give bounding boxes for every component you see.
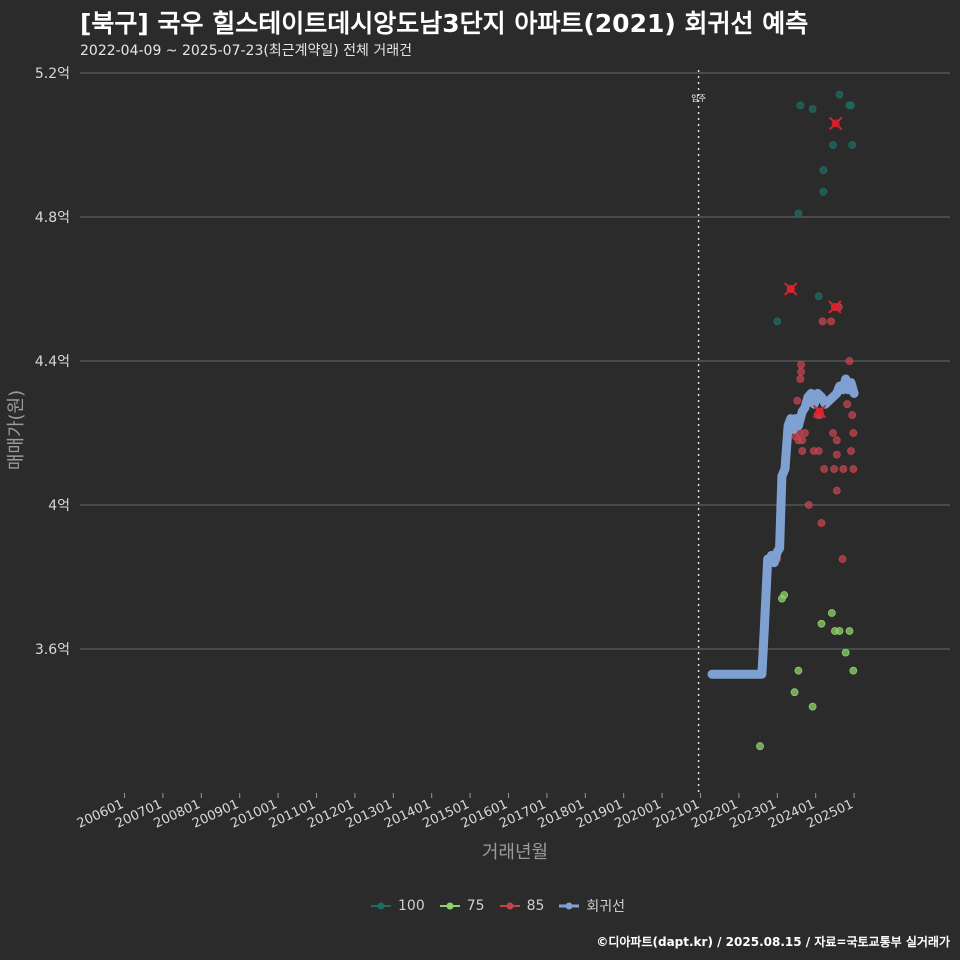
data-point-75 [845, 627, 854, 635]
legend-key-regression-icon [559, 902, 580, 910]
data-point-85 [818, 317, 827, 326]
legend-label-100: 100 [398, 898, 425, 914]
data-point-85 [832, 486, 841, 495]
data-point-85 [832, 436, 841, 445]
highlight-marker [784, 282, 798, 296]
data-point-85 [830, 465, 839, 473]
data-point-100 [773, 317, 782, 326]
regression-line [707, 374, 859, 679]
series-75 [756, 591, 858, 751]
data-point-85 [801, 429, 809, 437]
data-point-75 [817, 619, 826, 628]
data-point-75 [808, 702, 817, 711]
data-point-85 [814, 447, 823, 455]
data-point-85 [798, 436, 807, 445]
data-point-85 [829, 429, 837, 437]
highlight-cross [784, 282, 798, 296]
legend-key-85-icon [499, 902, 520, 910]
data-point-75 [780, 591, 789, 599]
data-point-75 [849, 666, 858, 675]
legend: 100 75 85 회귀선 [370, 896, 625, 916]
data-point-100 [829, 141, 837, 149]
data-point-85 [820, 465, 829, 473]
highlight-cross [828, 116, 843, 131]
series-100 [773, 90, 857, 326]
legend-label-75: 75 [466, 898, 485, 914]
y-tick-label: 4.8억 [35, 210, 70, 226]
data-point-85 [804, 501, 813, 509]
data-point-100 [814, 292, 823, 301]
data-point-75 [841, 648, 850, 657]
data-point-85 [793, 396, 802, 405]
data-point-75 [794, 666, 803, 675]
data-point-85 [838, 555, 847, 563]
data-point-85 [797, 367, 806, 376]
data-point-100 [819, 166, 828, 175]
data-point-85 [849, 465, 858, 473]
highlight-cross [828, 300, 842, 314]
highlight-marker [812, 404, 827, 419]
legend-item-100[interactable]: 100 [370, 896, 425, 916]
legend-key-75-icon [439, 902, 460, 910]
data-point-85 [798, 447, 807, 455]
legend-item-regression[interactable]: 회귀선 [558, 896, 625, 916]
y-tick-label: 5.2억 [35, 66, 70, 82]
data-point-85 [832, 450, 841, 459]
y-tick-label: 3.6억 [35, 642, 70, 658]
data-point-100 [848, 141, 857, 149]
data-point-100 [808, 105, 817, 113]
data-point-85 [796, 375, 805, 383]
data-point-85 [848, 411, 857, 419]
highlight-cross [812, 404, 827, 419]
data-point-100 [794, 209, 803, 218]
data-point-85 [847, 447, 855, 455]
x-axis-title: 거래년월 [482, 842, 548, 863]
data-point-85 [817, 519, 826, 527]
data-point-85 [797, 360, 806, 369]
chart-title: [북구] 국우 힐스테이트데시앙도남3단지 아파트(2021) 회귀선 예측 [80, 9, 809, 38]
data-point-85 [849, 429, 858, 437]
y-tick-label: 4.4억 [35, 354, 70, 370]
data-point-75 [756, 742, 764, 751]
legend-label-85: 85 [526, 898, 545, 914]
data-point-100 [819, 187, 828, 196]
legend-item-85[interactable]: 85 [499, 896, 545, 916]
legend-label-regression: 회귀선 [586, 899, 626, 915]
data-point-75 [790, 688, 799, 697]
y-axis-title: 매매가(원) [6, 390, 27, 470]
move-in-label: 입주 [691, 94, 706, 103]
source-caption: ©디아파트(dapt.kr) / 2025.08.15 / 자료=국토교통부 실… [596, 935, 950, 949]
data-point-100 [847, 101, 855, 110]
y-tick-label: 4억 [48, 498, 70, 514]
data-point-85 [839, 465, 848, 473]
data-point-75 [827, 609, 836, 617]
data-point-100 [835, 90, 844, 99]
data-point-85 [827, 317, 835, 326]
highlight-marker [828, 116, 843, 131]
data-point-75 [835, 627, 844, 635]
data-point-85 [845, 357, 854, 365]
data-point-100 [796, 101, 805, 110]
highlight-marker [828, 300, 842, 314]
legend-item-75[interactable]: 75 [439, 896, 485, 916]
legend-key-100-icon [371, 902, 391, 910]
chart-subtitle: 2022-04-09 ~ 2025-07-23(최근계약일) 전체 거래건 [80, 43, 412, 59]
data-point-85 [843, 400, 852, 409]
